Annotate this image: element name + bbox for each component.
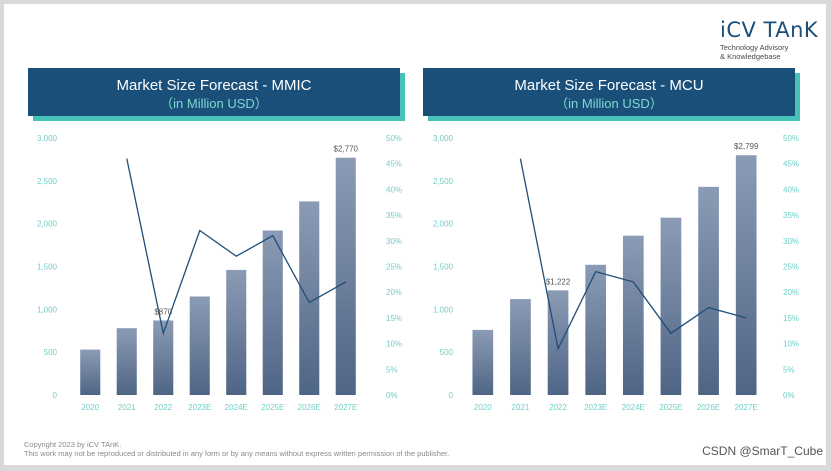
y-tick-label: 1,000 xyxy=(37,305,58,314)
y2-tick-label: 35% xyxy=(783,211,799,220)
y2-tick-label: 20% xyxy=(783,288,799,297)
bar xyxy=(622,235,644,395)
copyright-line: Copyright 2023 by iCV TAnK. xyxy=(24,440,122,449)
disclaimer-line: This work may not be reproduced or distr… xyxy=(24,449,450,458)
chart-header xyxy=(423,68,795,116)
bar xyxy=(262,230,283,395)
x-tick-label: 2020 xyxy=(81,403,99,412)
y-tick-label: 500 xyxy=(44,348,58,357)
chart-header xyxy=(28,68,400,116)
y-tick-label: 1,500 xyxy=(37,263,58,272)
x-tick-label: 2025E xyxy=(261,403,284,412)
y-tick-label: 500 xyxy=(440,348,454,357)
x-tick-label: 2024E xyxy=(225,403,248,412)
y-tick-label: 0 xyxy=(53,391,58,400)
bar xyxy=(80,349,101,395)
y2-tick-label: 15% xyxy=(386,314,402,323)
y2-tick-label: 5% xyxy=(386,365,398,374)
y2-tick-label: 15% xyxy=(783,314,799,323)
y2-tick-label: 25% xyxy=(783,263,799,272)
y2-tick-label: 20% xyxy=(386,288,402,297)
y-tick-label: 2,000 xyxy=(37,220,58,229)
y-tick-label: 1,500 xyxy=(433,263,454,272)
y2-tick-label: 40% xyxy=(386,185,402,194)
y2-tick-label: 30% xyxy=(783,237,799,246)
y-tick-label: 2,000 xyxy=(433,220,454,229)
growth-rate-line xyxy=(519,158,747,351)
chart-1: Market Size Forecast - MCU （in Million US… xyxy=(423,68,800,412)
growth-rate-line xyxy=(126,158,347,336)
x-tick-label: 2022 xyxy=(154,403,172,412)
x-tick-label: 2026E xyxy=(298,403,321,412)
y2-tick-label: 0% xyxy=(783,391,795,400)
bar-data-label: $2,799 xyxy=(734,142,759,151)
bar xyxy=(299,201,320,395)
bar xyxy=(698,186,719,395)
bar xyxy=(189,296,210,395)
bar xyxy=(585,264,607,395)
company-logo: iCV TAnK Technology Advisory & Knowledge… xyxy=(720,19,818,61)
chart-subtitle: （in Million USD） xyxy=(555,96,663,111)
bar-data-label: $2,770 xyxy=(334,145,359,154)
y2-tick-label: 10% xyxy=(783,340,799,349)
chart-0: Market Size Forecast - MMIC （in Million U… xyxy=(28,68,405,412)
x-tick-label: 2027E xyxy=(334,403,357,412)
bar xyxy=(226,269,247,395)
x-tick-label: 2023E xyxy=(584,403,607,412)
y-tick-label: 2,500 xyxy=(37,177,58,186)
y2-tick-label: 0% xyxy=(386,391,398,400)
bar xyxy=(510,299,531,395)
chart-title: Market Size Forecast - MCU xyxy=(514,77,703,94)
chart-subtitle: （in Million USD） xyxy=(160,96,268,111)
y2-tick-label: 5% xyxy=(783,365,795,374)
y-tick-label: 3,000 xyxy=(37,134,58,143)
bar xyxy=(472,329,494,395)
x-tick-label: 2026E xyxy=(697,403,720,412)
bar-data-label: $870 xyxy=(154,307,172,316)
y2-tick-label: 40% xyxy=(783,185,799,194)
bar xyxy=(116,328,137,395)
y2-tick-label: 50% xyxy=(386,134,402,143)
bar xyxy=(153,320,174,395)
bar xyxy=(335,157,356,395)
logo-title: iCV TAnK xyxy=(720,18,819,42)
y-tick-label: 3,000 xyxy=(433,134,454,143)
copyright-footer: Copyright 2023 by iCV TAnK. This work ma… xyxy=(24,440,449,458)
y2-tick-label: 35% xyxy=(386,211,402,220)
x-tick-label: 2021 xyxy=(512,403,530,412)
y-tick-label: 0 xyxy=(449,391,454,400)
bar-data-label: $1,222 xyxy=(546,277,571,286)
y2-tick-label: 30% xyxy=(386,237,402,246)
csdn-watermark: CSDN @SmarT_Cube xyxy=(702,444,823,458)
y2-tick-label: 10% xyxy=(386,340,402,349)
x-tick-label: 2027E xyxy=(735,403,758,412)
y-tick-label: 2,500 xyxy=(433,177,454,186)
bar xyxy=(735,155,757,395)
y2-tick-label: 45% xyxy=(783,160,799,169)
x-tick-label: 2020 xyxy=(474,403,492,412)
bar xyxy=(547,290,569,395)
y-tick-label: 1,000 xyxy=(433,305,454,314)
x-tick-label: 2021 xyxy=(118,403,136,412)
y2-tick-label: 45% xyxy=(386,160,402,169)
x-tick-label: 2023E xyxy=(188,403,211,412)
x-tick-label: 2024E xyxy=(622,403,645,412)
x-tick-label: 2025E xyxy=(659,403,682,412)
y2-tick-label: 50% xyxy=(783,134,799,143)
x-tick-label: 2022 xyxy=(549,403,567,412)
logo-subtitle-line2: & Knowledgebase xyxy=(720,51,781,61)
logo-subtitle-line1: Technology Advisory xyxy=(720,43,789,52)
y2-tick-label: 25% xyxy=(386,263,402,272)
bar xyxy=(660,217,682,395)
chart-title: Market Size Forecast - MMIC xyxy=(116,77,311,94)
